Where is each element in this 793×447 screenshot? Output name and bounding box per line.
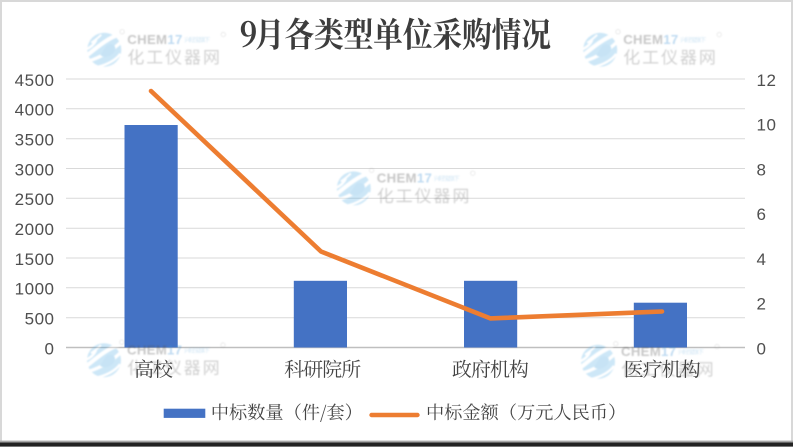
svg-text:10: 10 — [757, 116, 777, 135]
svg-text:2: 2 — [757, 295, 767, 314]
svg-text:3500: 3500 — [15, 131, 55, 150]
svg-text:6: 6 — [757, 205, 767, 224]
svg-text:8: 8 — [757, 160, 767, 179]
svg-text:3000: 3000 — [15, 160, 55, 179]
svg-text:4: 4 — [757, 250, 767, 269]
svg-text:1000: 1000 — [15, 280, 55, 299]
svg-text:2500: 2500 — [15, 190, 55, 209]
svg-text:0: 0 — [757, 339, 767, 358]
svg-text:4000: 4000 — [15, 101, 55, 120]
svg-text:2000: 2000 — [15, 220, 55, 239]
svg-text:4500: 4500 — [15, 71, 55, 90]
svg-text:12: 12 — [757, 71, 777, 90]
svg-text:1500: 1500 — [15, 250, 55, 269]
svg-text:0: 0 — [45, 339, 55, 358]
svg-text:500: 500 — [25, 310, 55, 329]
